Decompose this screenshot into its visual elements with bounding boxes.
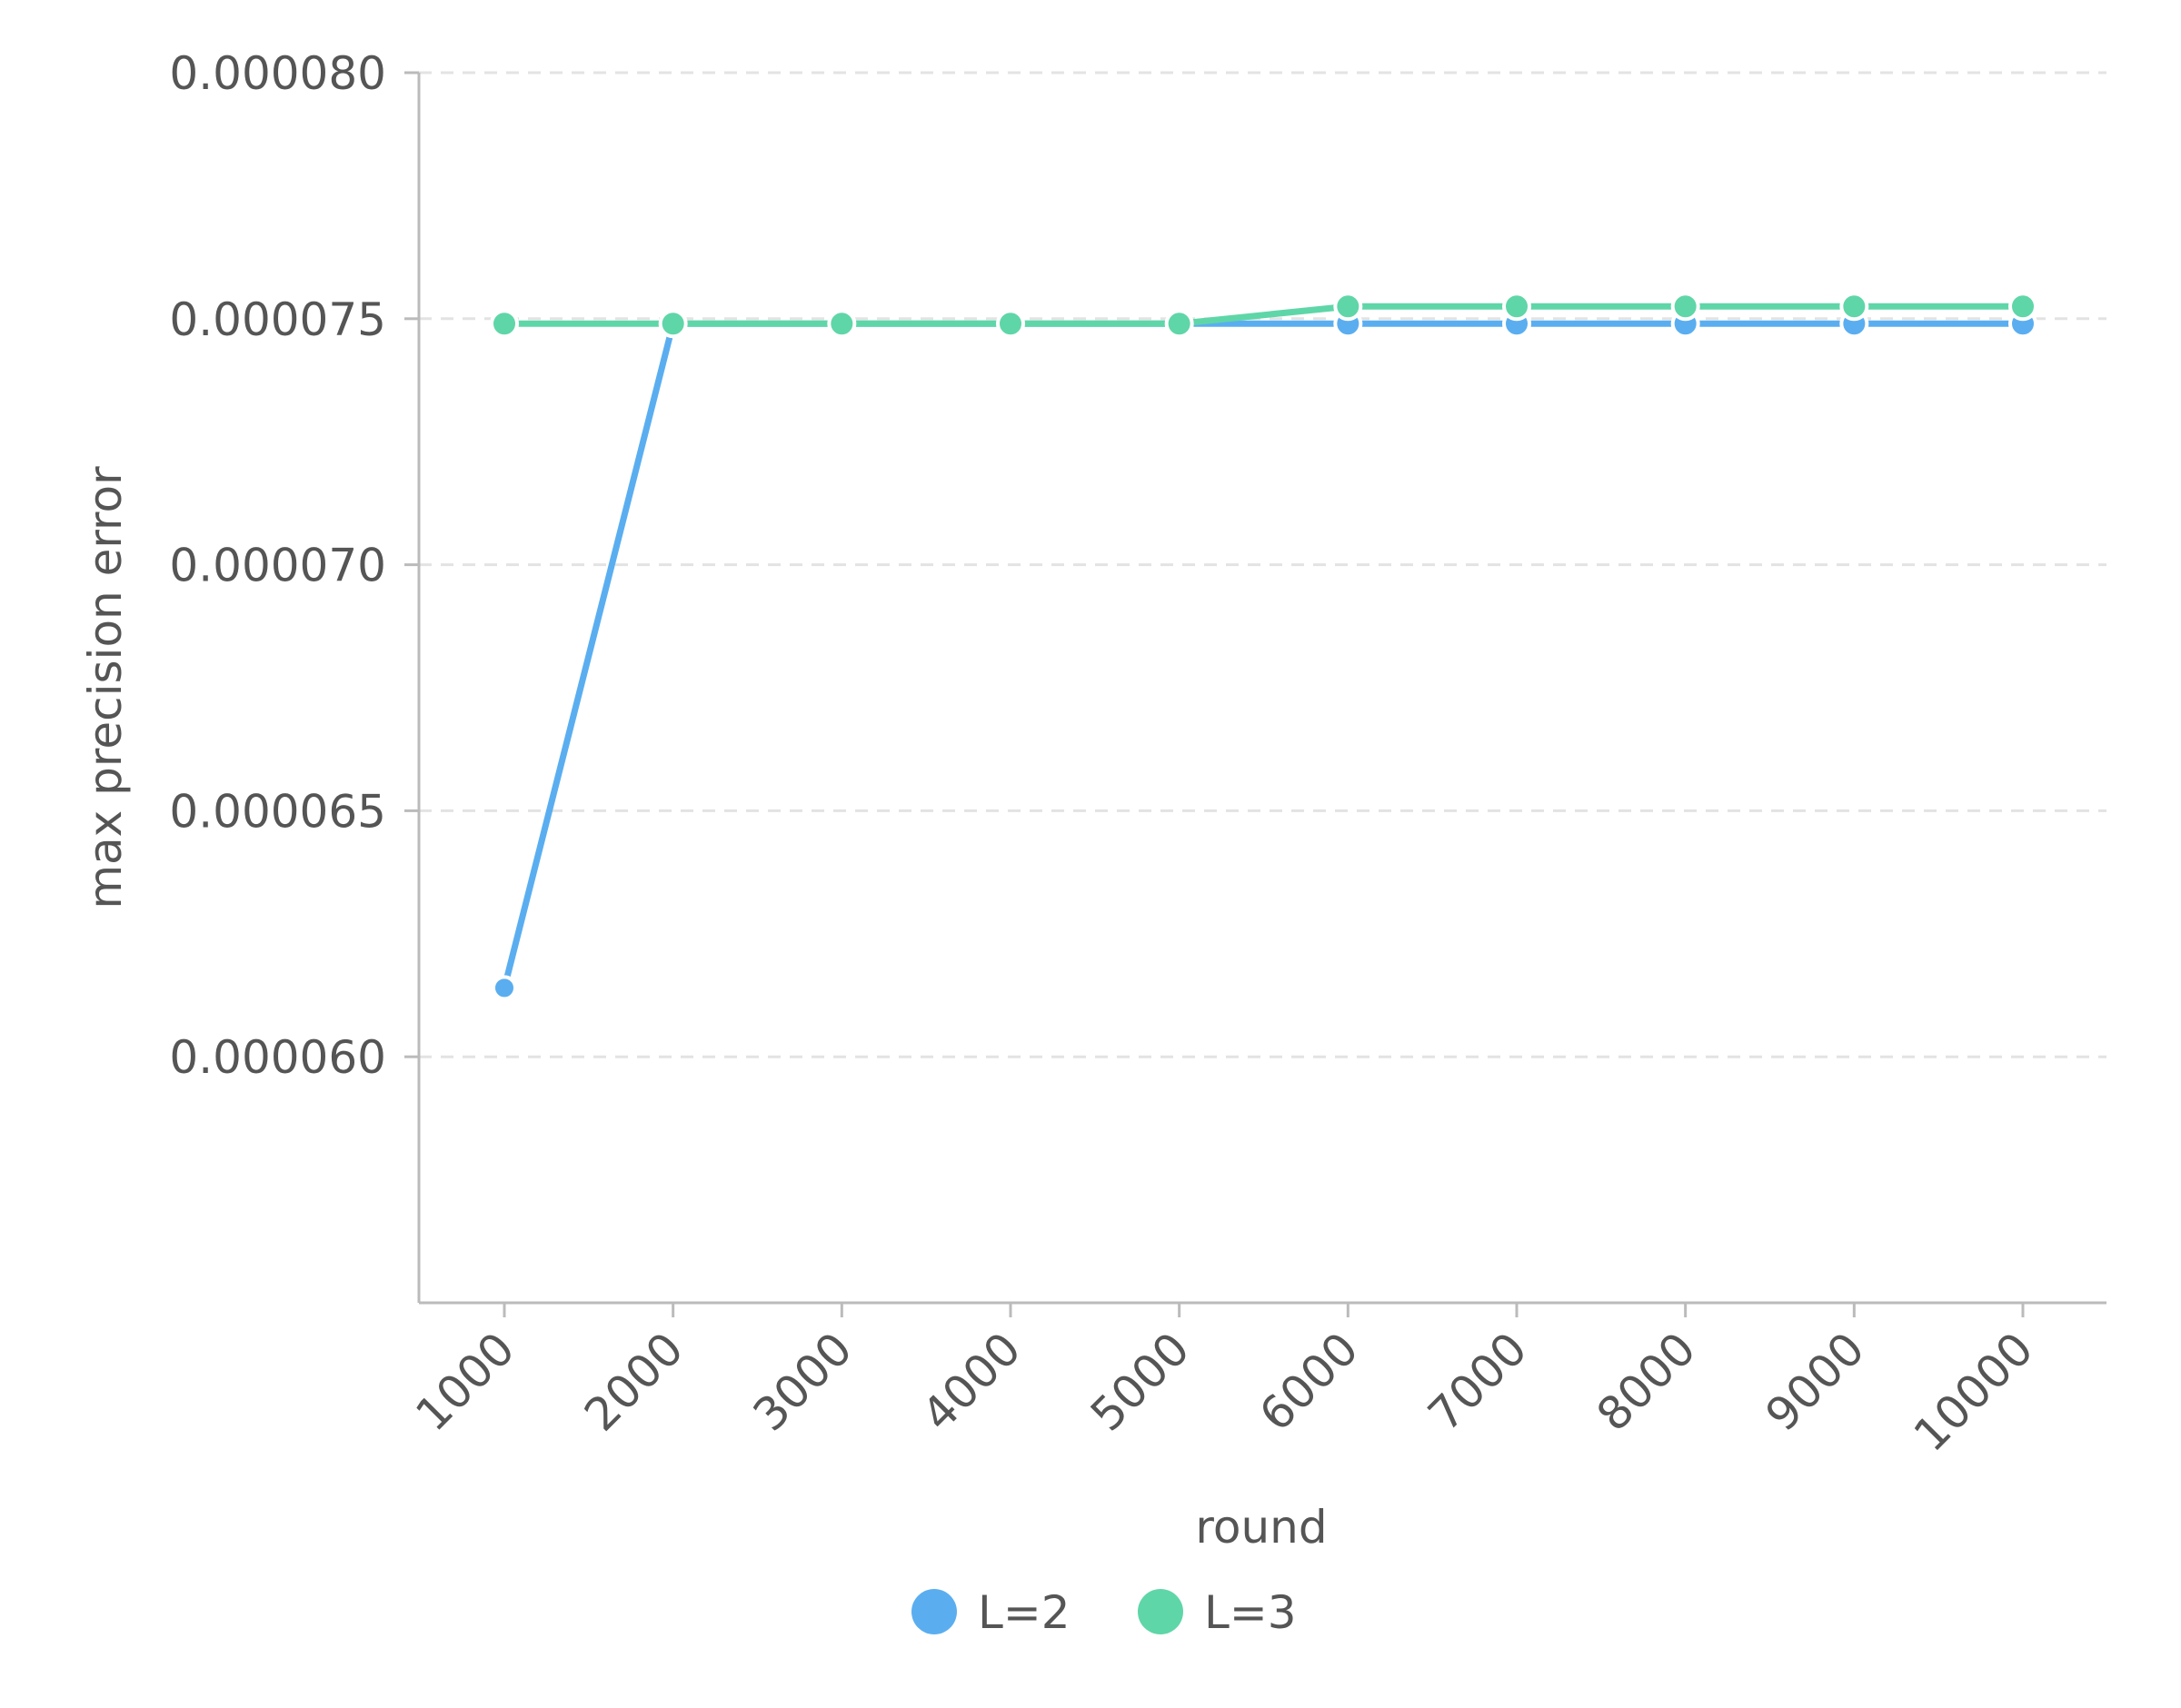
y-ticks: 0.000060 0.000065 0.000070 0.000075 0.000080: [169, 47, 419, 1084]
series-L=2: [492, 309, 2037, 1001]
legend-marker: [911, 1589, 957, 1634]
y-tick-label: 0.000065: [169, 785, 386, 838]
data-point: [996, 309, 1025, 339]
data-point: [1164, 309, 1194, 339]
series-line: [501, 320, 2027, 991]
x-tick-label: 4000: [911, 1322, 1031, 1441]
data-point: [490, 309, 519, 339]
data-point: [658, 309, 688, 339]
data-point: [1333, 292, 1363, 322]
legend: L=2 L=3: [911, 1586, 1297, 1639]
x-ticks: 1000 2000 3000 4000 5000 6000 7000 8000 9000 1000…: [405, 1303, 2043, 1462]
x-tick-label: 10000: [1904, 1322, 2043, 1461]
y-tick-label: 0.000075: [169, 293, 386, 346]
legend-marker: [1138, 1589, 1183, 1634]
data-point: [1670, 292, 1700, 322]
x-tick-label: 9000: [1756, 1322, 1875, 1441]
grid-lines: [419, 71, 2106, 1058]
y-tick-label: 0.000060: [169, 1031, 386, 1084]
x-tick-label: 5000: [1081, 1322, 1200, 1441]
y-axis-title: max precision error: [79, 466, 132, 909]
y-tick-label: 0.000080: [169, 47, 386, 100]
x-tick-label: 7000: [1418, 1322, 1537, 1441]
y-tick-label: 0.000070: [169, 540, 386, 592]
data-point: [1839, 292, 1869, 322]
data-point: [2008, 292, 2037, 322]
x-axis-title: round: [1195, 1501, 1327, 1554]
data-point: [1502, 292, 1531, 322]
x-tick-label: 8000: [1587, 1322, 1706, 1441]
data-point: [492, 975, 517, 1001]
legend-item: L=3: [1138, 1586, 1297, 1639]
x-tick-label: 1000: [405, 1322, 524, 1441]
series-line: [501, 303, 2027, 327]
axes: [417, 73, 2106, 1305]
x-tick-label: 3000: [743, 1322, 862, 1441]
series-layer: [490, 292, 2037, 1001]
data-point: [827, 309, 857, 339]
legend-label: L=2: [978, 1586, 1071, 1639]
series-L=3: [490, 292, 2037, 339]
x-tick-label: 2000: [574, 1322, 693, 1441]
legend-label: L=3: [1204, 1586, 1297, 1639]
legend-item: L=2: [911, 1586, 1071, 1639]
x-tick-label: 6000: [1250, 1322, 1369, 1441]
